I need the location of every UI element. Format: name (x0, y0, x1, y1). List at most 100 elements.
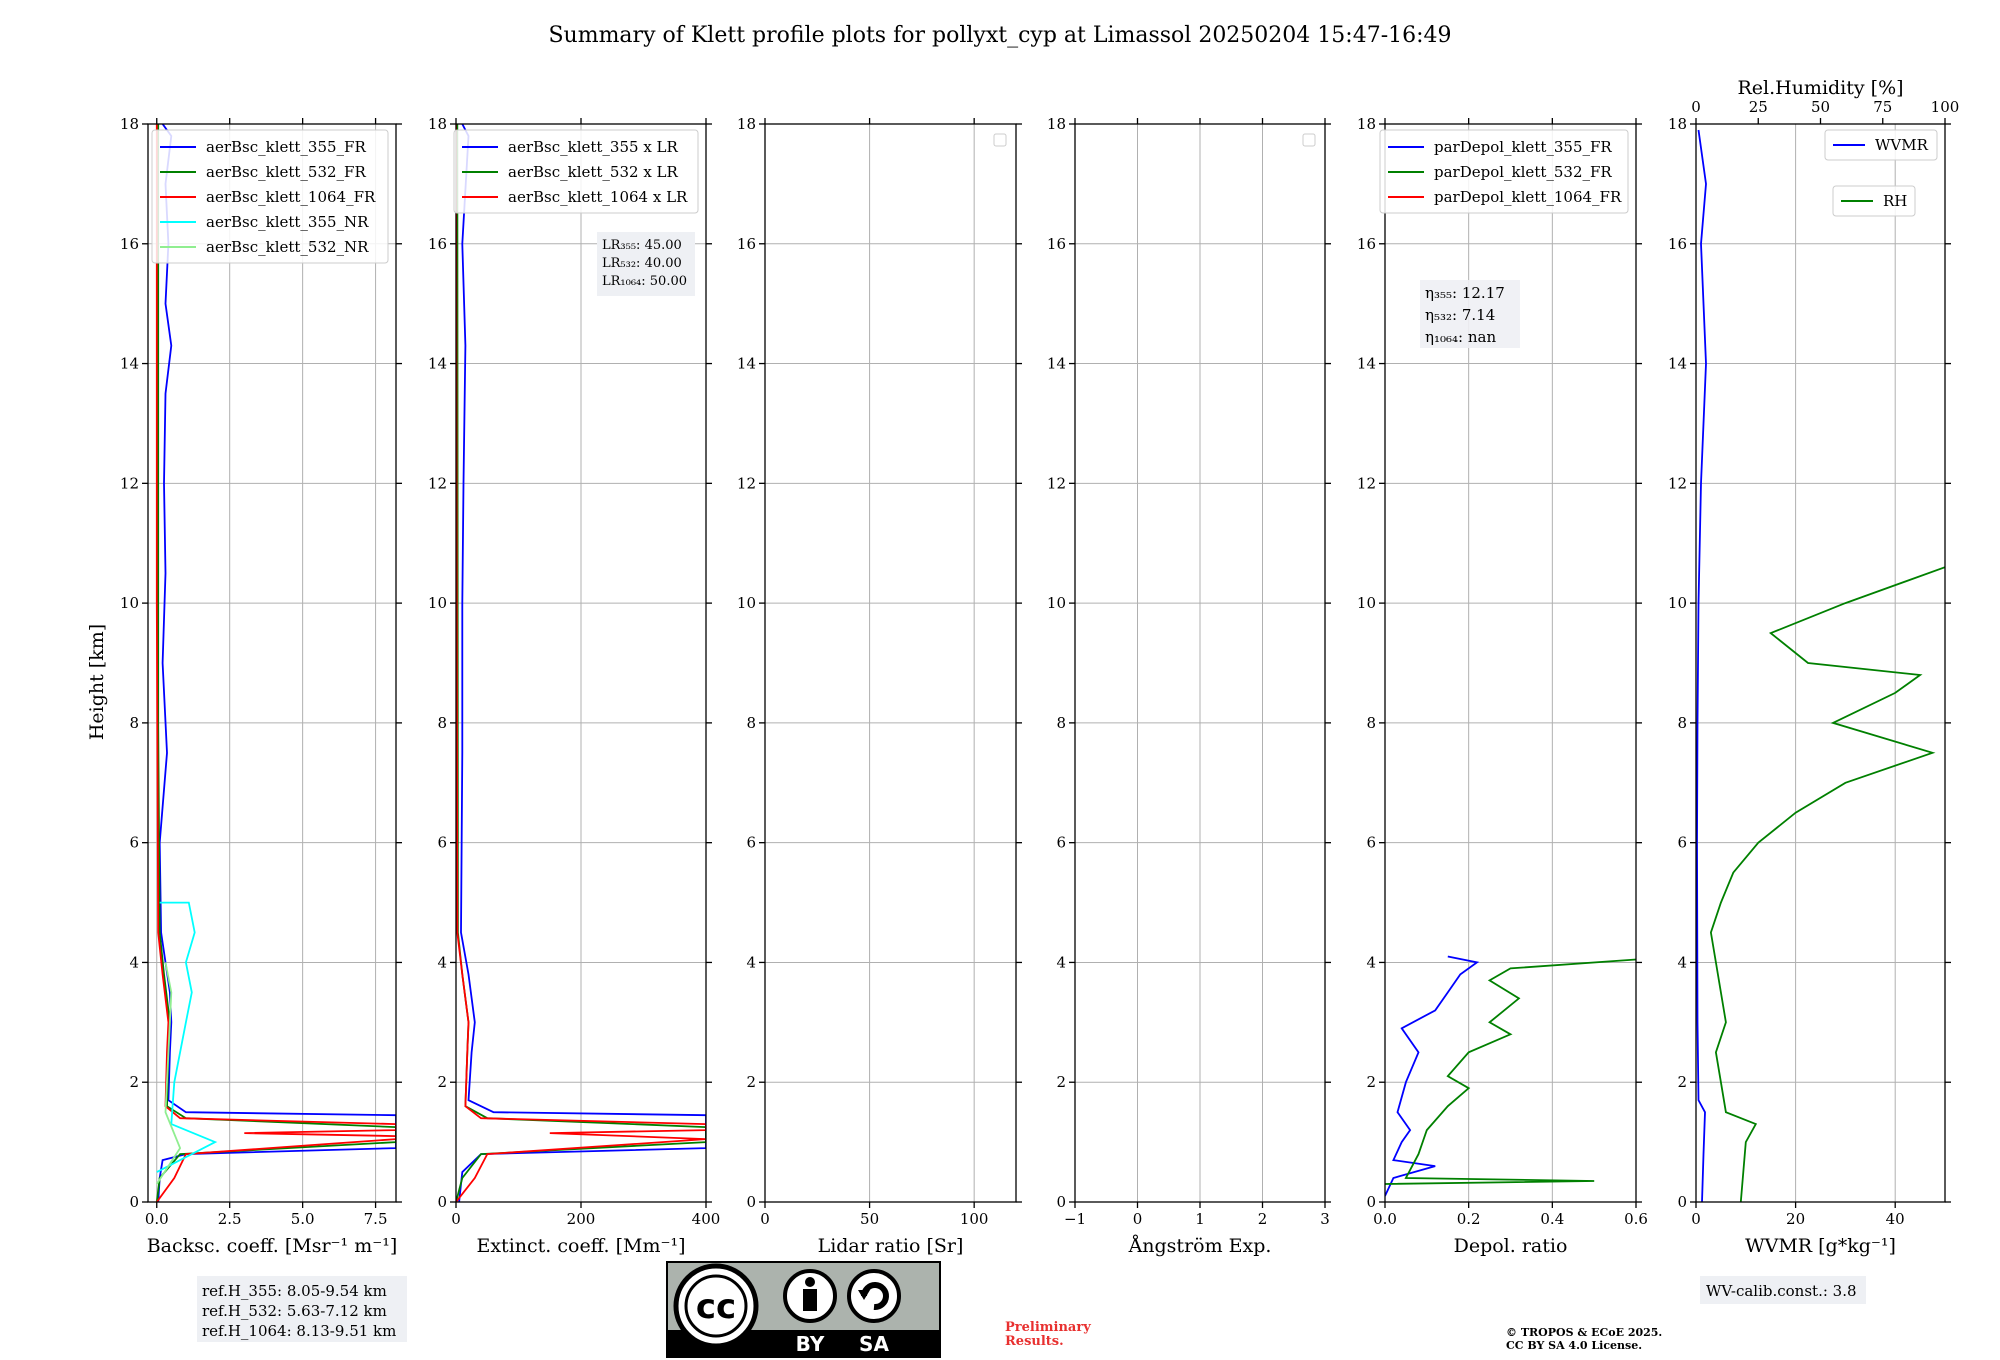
wv-calib-box: WV-calib.const.: 3.8 (1700, 1276, 1866, 1304)
y-tick-label: 12 (1357, 474, 1376, 492)
eta-532: η₅₃₂: 7.14 (1425, 306, 1495, 324)
y-tick-label: 0 (746, 1193, 756, 1211)
series-line-aerBsc_klett_532_NR (156, 962, 182, 1185)
y-tick-label: 2 (1677, 1073, 1687, 1091)
legend-label: aerBsc_klett_355 x LR (508, 138, 679, 156)
y-tick-label: 6 (746, 834, 756, 852)
y-tick-label: 18 (1047, 115, 1066, 133)
y-tick-label: 12 (1668, 474, 1687, 492)
y-tick-label: 2 (1056, 1073, 1066, 1091)
copyright-line2: CC BY SA 4.0 License. (1506, 1339, 1642, 1352)
y-tick-label: 0 (437, 1193, 447, 1211)
y-tick-label: 0 (1366, 1193, 1376, 1211)
x-tick-label: 50 (860, 1210, 879, 1228)
x-axis-label: Depol. ratio (1454, 1235, 1568, 1257)
legend-label: aerBsc_klett_532_FR (206, 163, 366, 181)
empty-legend (993, 133, 1007, 147)
x-tick-label: 200 (567, 1210, 596, 1228)
preliminary-line2: Results. (1005, 1334, 1064, 1349)
y-tick-label: 6 (129, 834, 139, 852)
series-group (456, 124, 706, 1202)
series-line-aerBsc_klett_355 x LR (458, 124, 706, 1202)
legend-label: aerBsc_klett_355_NR (206, 213, 369, 231)
preliminary-line1: Preliminary (1005, 1320, 1091, 1335)
series-line-aerBsc_klett_355_NR (156, 901, 218, 1173)
legend: aerBsc_klett_355 x LR aerBsc_klett_532 x … (453, 129, 699, 214)
ref-height-355: ref.H_355: 8.05-9.54 km (202, 1282, 387, 1300)
lidar-ratio-panel: 0 2 4 6 8 10 12 14 16 18 0 50 100 Lidar ratio [Sr] (737, 115, 1022, 1257)
axes-frame (1384, 123, 1637, 1203)
series-group (1385, 955, 1636, 1197)
y-tick-label: 12 (428, 474, 447, 492)
ref-height-box: ref.H_355: 8.05-9.54 km ref.H_532: 5.63-… (197, 1276, 407, 1342)
eta-box: η₃₅₅: 12.17 η₅₃₂: 7.14 η₁₀₆₄: nan (1420, 280, 1520, 348)
y-tick-label: 18 (120, 115, 139, 133)
y-tick-label: 0 (1677, 1193, 1687, 1211)
y-tick-label: 6 (1056, 834, 1066, 852)
legend-label: parDepol_klett_1064_FR (1434, 188, 1622, 206)
x2-tick-label: 0 (1691, 98, 1701, 116)
legend: parDepol_klett_355_FR parDepol_klett_532_… (1379, 129, 1629, 214)
legend-label: RH (1883, 192, 1907, 210)
axes-frame (147, 123, 397, 1203)
extinction-panel: 0 2 4 6 8 10 12 14 16 18 0 200 400 Extinct. coeff. [M… (428, 115, 720, 1257)
x-tick-label: 3 (1320, 1210, 1330, 1228)
x-tick-label: 0.0 (145, 1210, 169, 1228)
x-axis-label: Ångström Exp. (1128, 1235, 1272, 1257)
legend: WVMR RH (1824, 129, 1938, 217)
svg-text:cc: cc (696, 1287, 736, 1327)
x-tick-label: 5.0 (291, 1210, 315, 1228)
eta-355: η₃₅₅: 12.17 (1425, 284, 1505, 302)
x-tick-label: 0.2 (1457, 1210, 1481, 1228)
y-tick-label: 4 (437, 953, 447, 971)
y-tick-label: 8 (1056, 714, 1066, 732)
x-tick-label: 0 (760, 1210, 770, 1228)
lr-1064: LR₁₀₆₄: 50.00 (602, 274, 687, 289)
ref-height-532: ref.H_532: 5.63-7.12 km (202, 1302, 387, 1320)
x2-tick-label: 50 (1811, 98, 1830, 116)
x-tick-label: 20 (1786, 1210, 1805, 1228)
x-tick-label: 400 (692, 1210, 721, 1228)
x-tick-label: 100 (960, 1210, 989, 1228)
y-tick-label: 16 (1668, 235, 1687, 253)
y-tick-label: 16 (1047, 235, 1066, 253)
legend-label: parDepol_klett_532_FR (1434, 163, 1612, 181)
axes-frame (1695, 123, 1946, 1203)
y-tick-label: 10 (1047, 594, 1066, 612)
x2-axis-label: Rel.Humidity [%] (1737, 77, 1903, 99)
y-tick-label: 4 (1366, 953, 1376, 971)
y-tick-label: 4 (1677, 953, 1687, 971)
figure-title: Summary of Klett profile plots for polly… (548, 23, 1451, 48)
wv-calib-const: WV-calib.const.: 3.8 (1706, 1282, 1857, 1300)
y-tick-label: 18 (737, 115, 756, 133)
y-tick-label: 8 (746, 714, 756, 732)
y-tick-label: 10 (120, 594, 139, 612)
lr-532: LR₅₃₂: 40.00 (602, 256, 682, 271)
y-tick-label: 12 (737, 474, 756, 492)
axes-frame (764, 123, 1017, 1203)
y-tick-label: 16 (737, 235, 756, 253)
y-tick-label: 4 (746, 953, 756, 971)
x-axis-label: WVMR [g*kg⁻¹] (1745, 1235, 1896, 1257)
svg-text:BY: BY (796, 1332, 825, 1356)
legend: aerBsc_klett_355_FR aerBsc_klett_532_FRae… (151, 129, 389, 264)
legend-label: parDepol_klett_355_FR (1434, 138, 1612, 156)
y-tick-label: 10 (1668, 594, 1687, 612)
y-tick-label: 18 (1668, 115, 1687, 133)
legend-label: aerBsc_klett_532 x LR (508, 163, 679, 181)
x-tick-label: 0 (1691, 1210, 1701, 1228)
legend-label: aerBsc_klett_355_FR (206, 138, 366, 156)
y-tick-label: 14 (1047, 355, 1066, 373)
legend-label: WVMR (1875, 136, 1929, 154)
y-tick-label: 16 (428, 235, 447, 253)
y-tick-label: 10 (1357, 594, 1376, 612)
series-line-aerBsc_klett_532_FR (155, 124, 396, 1202)
y-tick-label: 4 (129, 953, 139, 971)
copyright-line1: © TROPOS & ECoE 2025. (1506, 1326, 1662, 1339)
x-tick-label: 0.4 (1540, 1210, 1564, 1228)
y-tick-label: 10 (737, 594, 756, 612)
series-line-WVMR (1696, 129, 1707, 1202)
y-tick-label: 4 (1056, 953, 1066, 971)
